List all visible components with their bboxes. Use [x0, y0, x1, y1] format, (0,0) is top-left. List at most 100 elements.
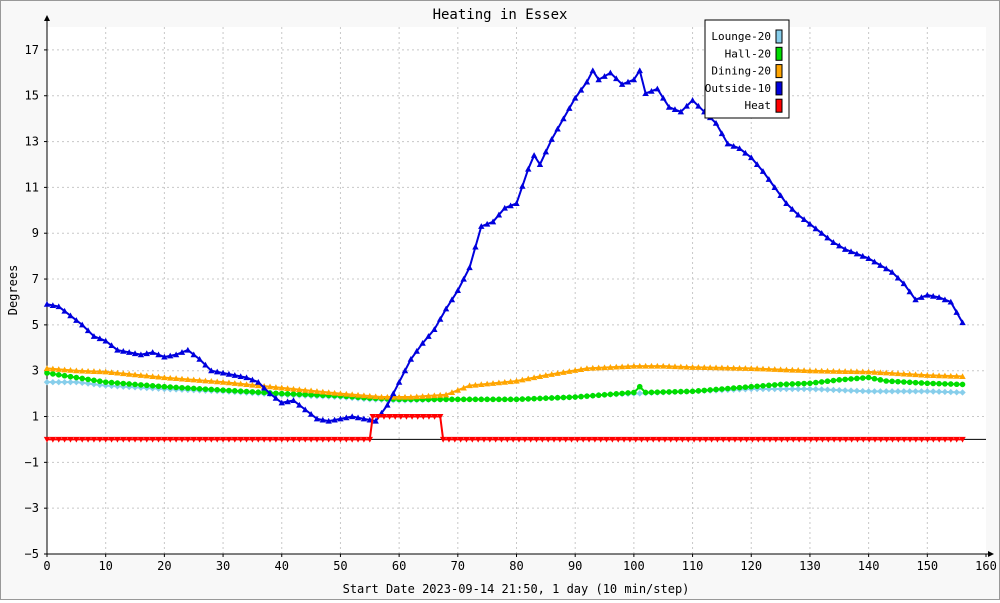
- data-point: [836, 377, 843, 383]
- data-point: [448, 296, 456, 303]
- data-point: [108, 369, 115, 375]
- data-point: [249, 381, 256, 388]
- data-point: [225, 436, 233, 443]
- data-point: [343, 414, 350, 421]
- data-point: [589, 67, 596, 74]
- data-point: [73, 436, 80, 443]
- data-point: [102, 337, 109, 344]
- data-point: [84, 380, 92, 387]
- data-point: [530, 374, 538, 381]
- data-point: [67, 367, 74, 373]
- data-point: [507, 202, 514, 209]
- data-point: [360, 415, 368, 422]
- data-point: [725, 436, 733, 443]
- data-point: [202, 361, 209, 368]
- data-point: [437, 315, 444, 322]
- data-point: [771, 366, 778, 372]
- data-point: [660, 362, 667, 369]
- data-point: [865, 374, 872, 381]
- data-point: [290, 385, 297, 392]
- data-point: [853, 250, 861, 257]
- data-point: [307, 411, 315, 417]
- data-point: [877, 377, 884, 383]
- data-point: [626, 436, 634, 443]
- data-point: [96, 335, 104, 342]
- data-point: [178, 436, 186, 443]
- data-point: [501, 204, 508, 211]
- data-point: [947, 381, 954, 387]
- data-point: [642, 389, 649, 396]
- data-point: [906, 379, 913, 386]
- data-point: [420, 413, 427, 420]
- data-point: [331, 436, 338, 443]
- data-point: [536, 373, 544, 379]
- data-point: [613, 391, 620, 397]
- data-point: [43, 301, 51, 307]
- data-point: [237, 388, 244, 395]
- data-point: [296, 386, 303, 393]
- data-point: [302, 436, 309, 443]
- data-point: [877, 388, 884, 395]
- data-point: [96, 368, 104, 375]
- data-point: [273, 390, 279, 397]
- x-tick-label: 80: [509, 559, 523, 573]
- data-point: [167, 352, 174, 359]
- data-point: [806, 385, 814, 393]
- data-point: [632, 436, 639, 443]
- data-point: [79, 375, 86, 382]
- legend-label-outside-10: Outside-10: [705, 82, 771, 95]
- data-point: [597, 436, 604, 443]
- data-point: [319, 388, 327, 395]
- data-point: [213, 436, 221, 443]
- data-point: [184, 346, 192, 353]
- data-point: [655, 436, 663, 443]
- data-point: [707, 387, 713, 393]
- data-point: [149, 373, 156, 379]
- data-point: [260, 436, 268, 443]
- y-axis-label: Degrees: [6, 265, 20, 316]
- data-point: [302, 391, 309, 398]
- data-point: [155, 436, 162, 443]
- data-point: [754, 383, 760, 390]
- x-tick-label: 20: [157, 559, 171, 573]
- data-point: [126, 381, 132, 387]
- data-point: [906, 436, 914, 443]
- data-point: [783, 385, 790, 393]
- data-point: [55, 378, 62, 386]
- data-point: [836, 436, 844, 443]
- data-point: [196, 356, 203, 362]
- data-point: [595, 364, 602, 371]
- data-point: [73, 374, 80, 381]
- data-point: [615, 436, 622, 443]
- data-point: [901, 379, 907, 385]
- data-point: [554, 370, 561, 376]
- data-point: [131, 384, 139, 391]
- data-point: [777, 192, 784, 198]
- x-tick-label: 150: [916, 559, 938, 573]
- legend-label-dining-20: Dining-20: [711, 65, 771, 78]
- data-point: [208, 436, 215, 443]
- data-point: [912, 436, 920, 443]
- data-point: [196, 385, 203, 392]
- data-point: [719, 386, 725, 392]
- data-point: [125, 349, 133, 355]
- data-point: [841, 368, 849, 374]
- data-point: [290, 397, 297, 404]
- data-point: [618, 363, 626, 370]
- legend-label-heat: Heat: [745, 99, 772, 112]
- data-point: [237, 436, 244, 443]
- data-point: [630, 362, 638, 369]
- data-point: [266, 383, 274, 390]
- data-point: [924, 388, 931, 395]
- data-point: [609, 436, 616, 443]
- data-point: [173, 384, 179, 391]
- data-point: [390, 390, 397, 397]
- data-point: [463, 436, 470, 443]
- data-point: [607, 364, 614, 370]
- data-point: [871, 436, 879, 443]
- data-point: [67, 436, 74, 443]
- data-point: [759, 365, 767, 372]
- data-point: [483, 220, 491, 227]
- data-point: [437, 413, 444, 420]
- data-point: [819, 436, 826, 443]
